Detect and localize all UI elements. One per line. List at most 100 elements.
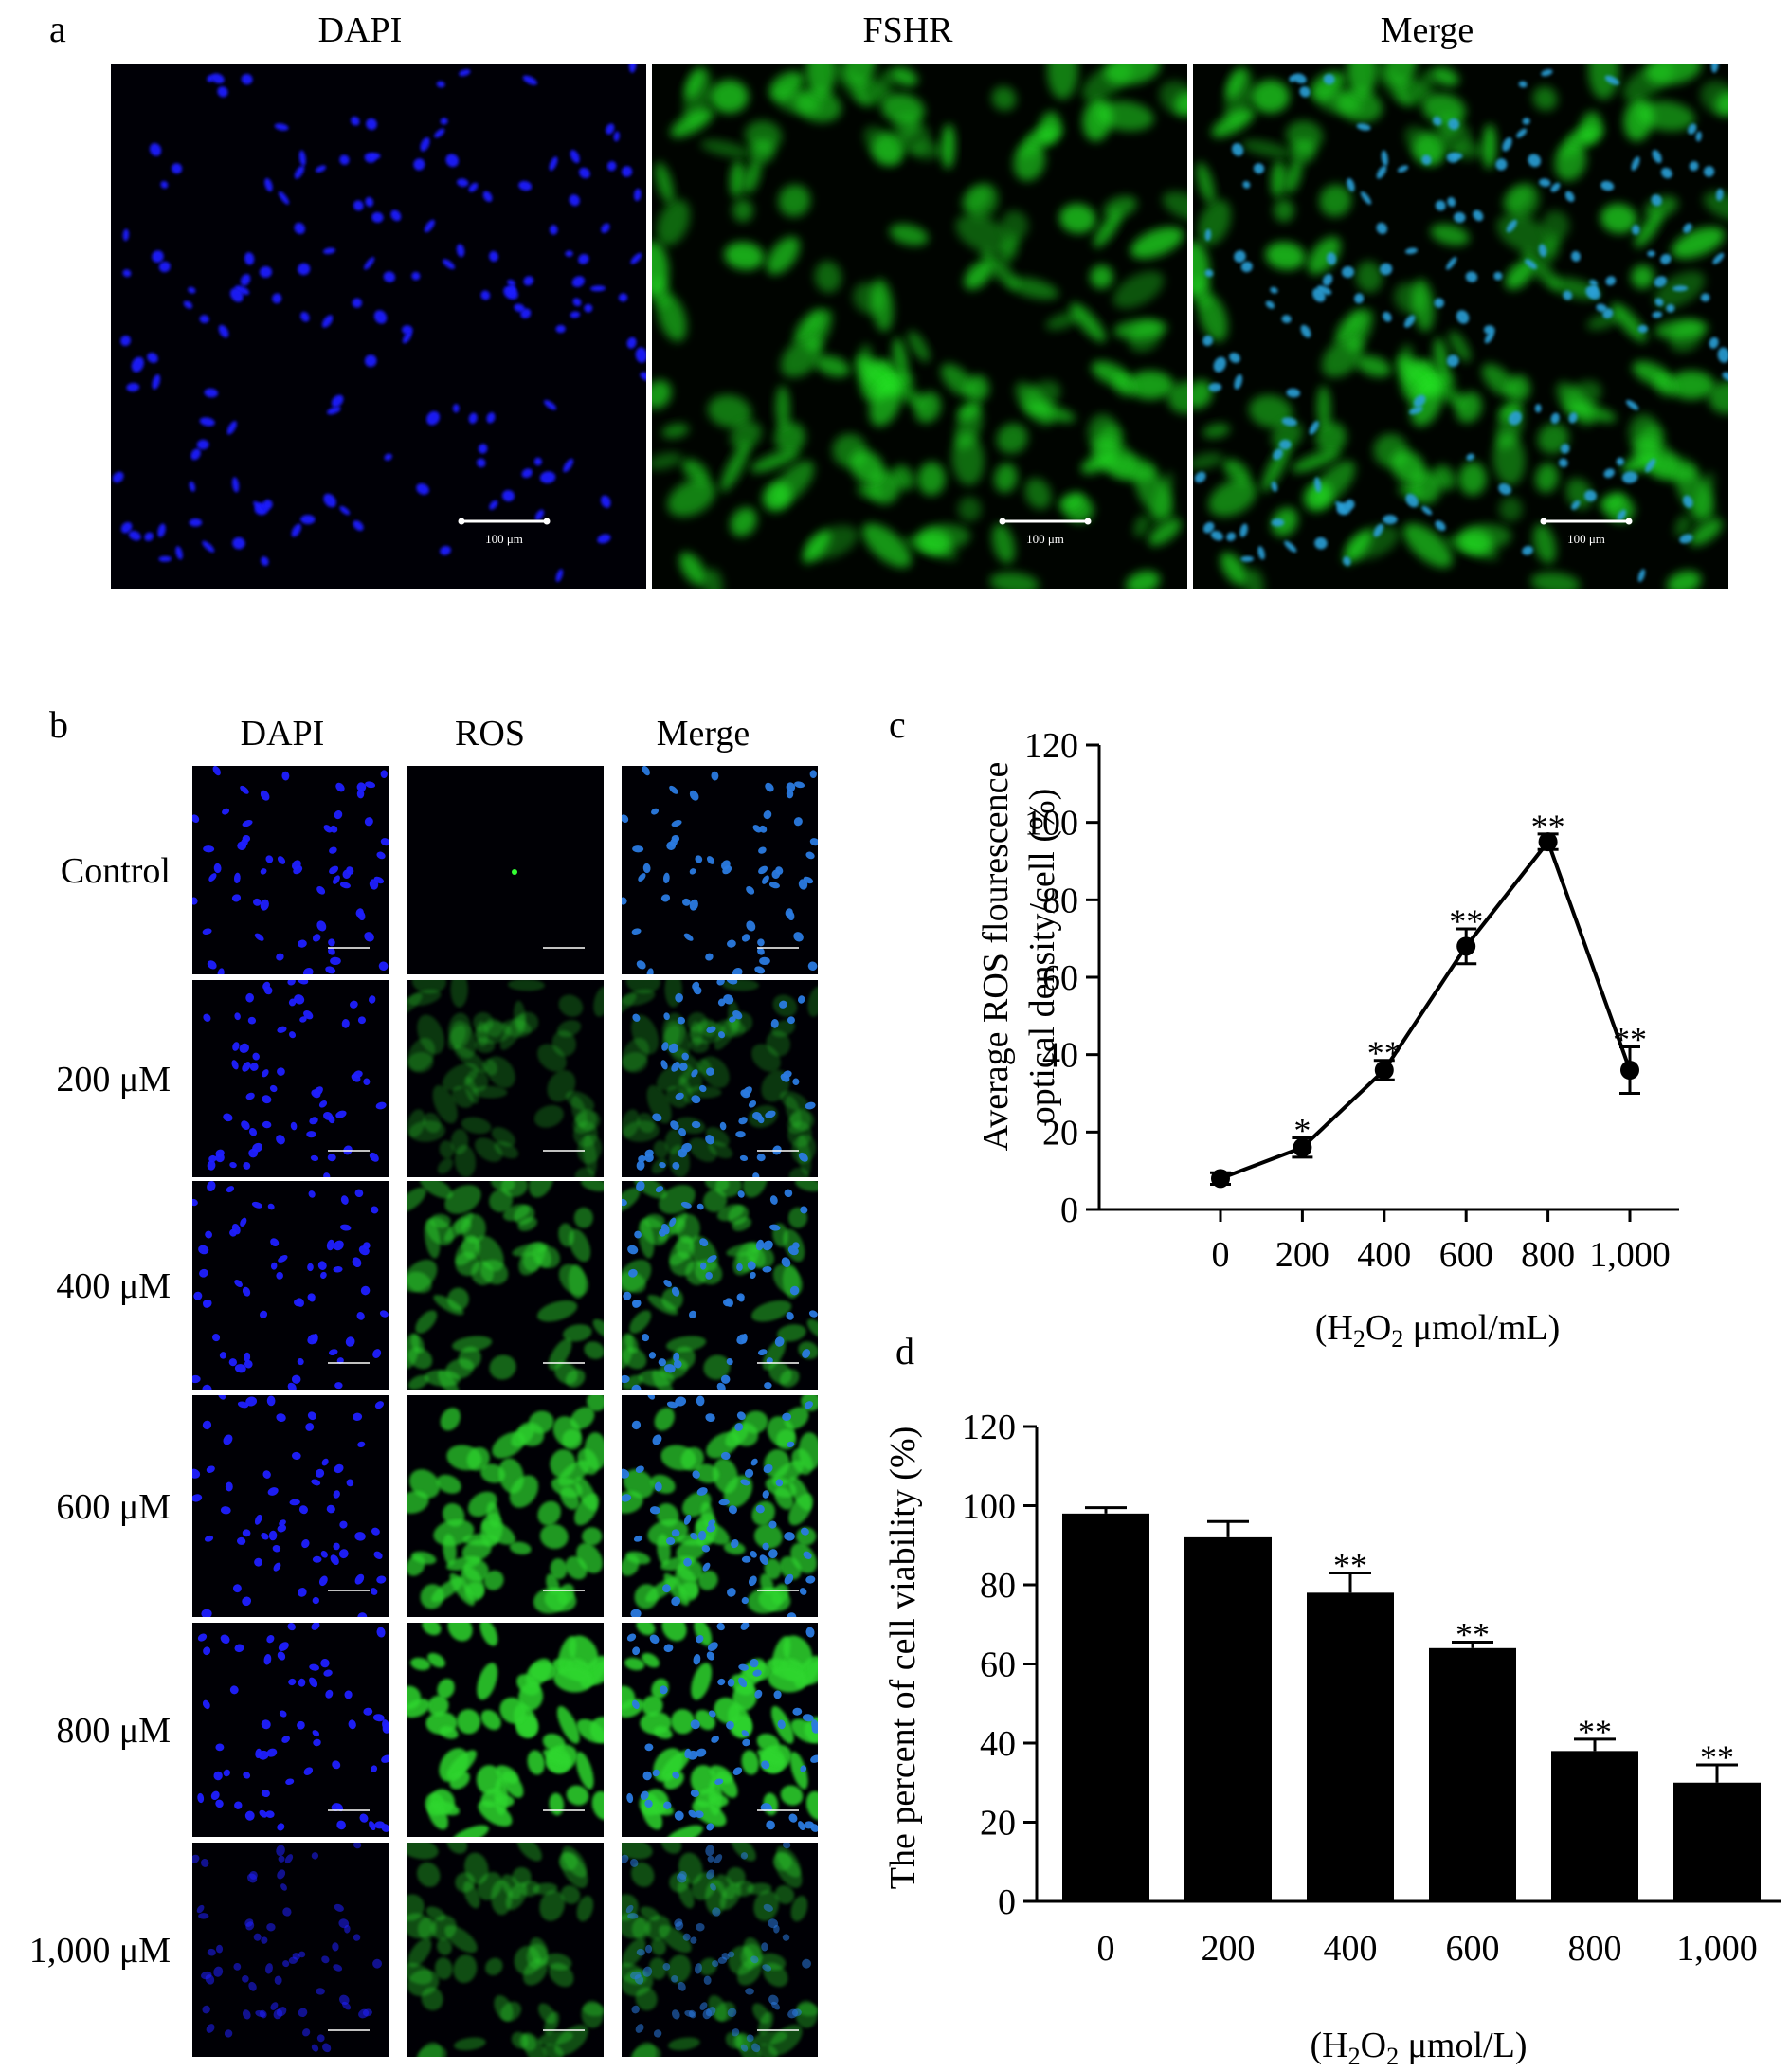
- chart-c-series-line: [1220, 837, 1632, 1181]
- chart-d-bar: [1551, 1751, 1638, 1901]
- chart-c-ytick: 60: [1042, 958, 1078, 998]
- micrograph-a-fshr: [652, 64, 1187, 589]
- chart-d-significance: **: [1578, 1713, 1612, 1751]
- scale-bar-label: 100 μm: [1026, 532, 1064, 546]
- chart-c-significance: **: [1613, 1021, 1647, 1059]
- chart-c-point: [1293, 1137, 1312, 1157]
- chart-d-ytick: 40: [980, 1724, 1016, 1764]
- panel-b-title-merge: Merge: [657, 714, 750, 754]
- panel-b-title-dapi: DAPI: [241, 714, 325, 754]
- micrograph-b-merge: [622, 766, 818, 974]
- micrograph-b-merge: [622, 1181, 818, 1390]
- chart-c-ytick: 0: [1060, 1190, 1078, 1230]
- chart-c-ytick: 20: [1042, 1113, 1078, 1153]
- chart-d-bar: [1307, 1592, 1394, 1901]
- chart-c-ytick: 120: [1024, 726, 1078, 766]
- micrograph-b-dapi: [192, 1181, 389, 1390]
- micrograph-b-ros: [407, 1843, 604, 2057]
- chart-c-ytick: 100: [1024, 804, 1078, 844]
- micrograph-b-dapi: [192, 766, 389, 974]
- chart-d-xlabel: (H2O2 μmol/L): [1311, 2026, 1528, 2067]
- chart-d-xtick: 0: [1097, 1929, 1115, 1969]
- chart-d-significance: **: [1700, 1738, 1734, 1776]
- micrograph-b-dapi: [192, 1623, 389, 1837]
- chart-d-ytick: 0: [998, 1882, 1016, 1922]
- chart-d-bar: [1673, 1782, 1761, 1901]
- micrograph-a-merge: [1193, 64, 1728, 589]
- chart-d-ytick: 60: [980, 1645, 1016, 1685]
- chart-d-bar: [1062, 1513, 1149, 1901]
- panel-b-row-label: 1,000 μM: [29, 1931, 171, 1971]
- panel-a-label: a: [49, 8, 66, 50]
- chart-c-ytick: 40: [1042, 1036, 1078, 1076]
- panel-b-row-label: 600 μM: [56, 1487, 171, 1527]
- chart-d-xtick: 800: [1568, 1929, 1622, 1969]
- chart-d-ytick: 80: [980, 1566, 1016, 1606]
- chart-c-point: [1620, 1061, 1639, 1080]
- panel-a-title-fshr: FSHR: [862, 10, 953, 50]
- chart-d-bar: [1429, 1647, 1516, 1901]
- chart-d-xtick: 200: [1202, 1929, 1256, 1969]
- panel-a: a DAPI FSHR Merge: [49, 8, 1728, 589]
- micrograph-b-dapi: [192, 1395, 389, 1617]
- chart-c-ylabel-line1: Average ROS flourescence: [976, 762, 1016, 1152]
- chart-c-xtick: 200: [1275, 1235, 1329, 1275]
- chart-c-xtick: 400: [1357, 1235, 1411, 1275]
- panel-a-title-merge: Merge: [1381, 10, 1474, 50]
- chart-c-xtick: 800: [1521, 1235, 1575, 1275]
- chart-d-xtick: 400: [1324, 1929, 1378, 1969]
- chart-c-point: [1374, 1061, 1394, 1080]
- micrograph-b-merge: [622, 980, 818, 1177]
- chart-c-xlabel: (H2O2 μmol/mL): [1315, 1308, 1561, 1353]
- chart-c-ylabel-line2: optical density/cell (%): [1022, 789, 1062, 1125]
- chart-c-xtick: 0: [1212, 1235, 1230, 1275]
- chart-c-ytick: 80: [1042, 881, 1078, 920]
- panel-b-row-label: Control: [61, 851, 171, 891]
- micrograph-b-ros: [407, 1623, 604, 1837]
- panel-c-label: c: [889, 703, 906, 746]
- panel-b: b DAPI ROS Merge Control 200 μM 400 μM 600 …: [29, 703, 818, 2057]
- micrograph-b-ros: [407, 1181, 604, 1390]
- micrograph-b-merge: [622, 1623, 818, 1837]
- chart-d-significance: **: [1333, 1546, 1367, 1584]
- panel-b-row-label: 400 μM: [56, 1266, 171, 1306]
- chart-c-xtick: 1,000: [1589, 1235, 1671, 1275]
- micrograph-b-ros: [407, 1395, 604, 1617]
- chart-c-significance: **: [1449, 902, 1483, 940]
- chart-d-significance: **: [1456, 1616, 1490, 1654]
- chart-c-significance: *: [1293, 1111, 1311, 1149]
- chart-d-xtick: 1,000: [1676, 1929, 1758, 1969]
- panel-a-title-dapi: DAPI: [318, 10, 403, 50]
- scale-bar-label: 100 μm: [1567, 532, 1605, 546]
- chart-d-ylabel: The percent of cell viability (%): [883, 1427, 923, 1890]
- chart-c-xtick: 600: [1439, 1235, 1493, 1275]
- chart-d-xtick: 600: [1446, 1929, 1500, 1969]
- panel-b-row-label: 200 μM: [56, 1060, 171, 1100]
- panel-b-title-ros: ROS: [455, 714, 525, 754]
- chart-d-ytick: 20: [980, 1804, 1016, 1844]
- chart-d-ytick: 120: [962, 1408, 1016, 1447]
- chart-d: 0 20 40 60 80 100 120 0 200 400 ** 600 ** 800 ** 1,000 *…: [962, 1408, 1781, 1969]
- micrograph-b-ros: [407, 766, 604, 974]
- micrograph-b-merge: [622, 1843, 818, 2057]
- micrograph-b-merge: [622, 1395, 818, 1617]
- panel-b-label: b: [49, 703, 68, 746]
- micrograph-b-ros: [407, 980, 604, 1177]
- panel-b-row-label: 800 μM: [56, 1711, 171, 1751]
- micrograph-b-dapi: [192, 1843, 389, 2057]
- panel-d-label: d: [895, 1330, 914, 1372]
- chart-c-significance: **: [1531, 808, 1565, 845]
- chart-c-point: [1456, 936, 1476, 956]
- chart-c-point: [1538, 832, 1558, 852]
- chart-c-point: [1211, 1169, 1230, 1189]
- scale-bar-label: 100 μm: [485, 532, 523, 546]
- micrograph-a-dapi: [111, 64, 646, 589]
- chart-c-significance: **: [1367, 1034, 1401, 1072]
- panel-d: d 0 20 40 60 80 100 120 0 200 400 ** 600 ** 800 ** 1,00…: [883, 1330, 1781, 2070]
- chart-d-bar: [1184, 1536, 1272, 1901]
- chart-d-ytick: 100: [962, 1487, 1016, 1527]
- micrograph-b-dapi: [192, 980, 389, 1177]
